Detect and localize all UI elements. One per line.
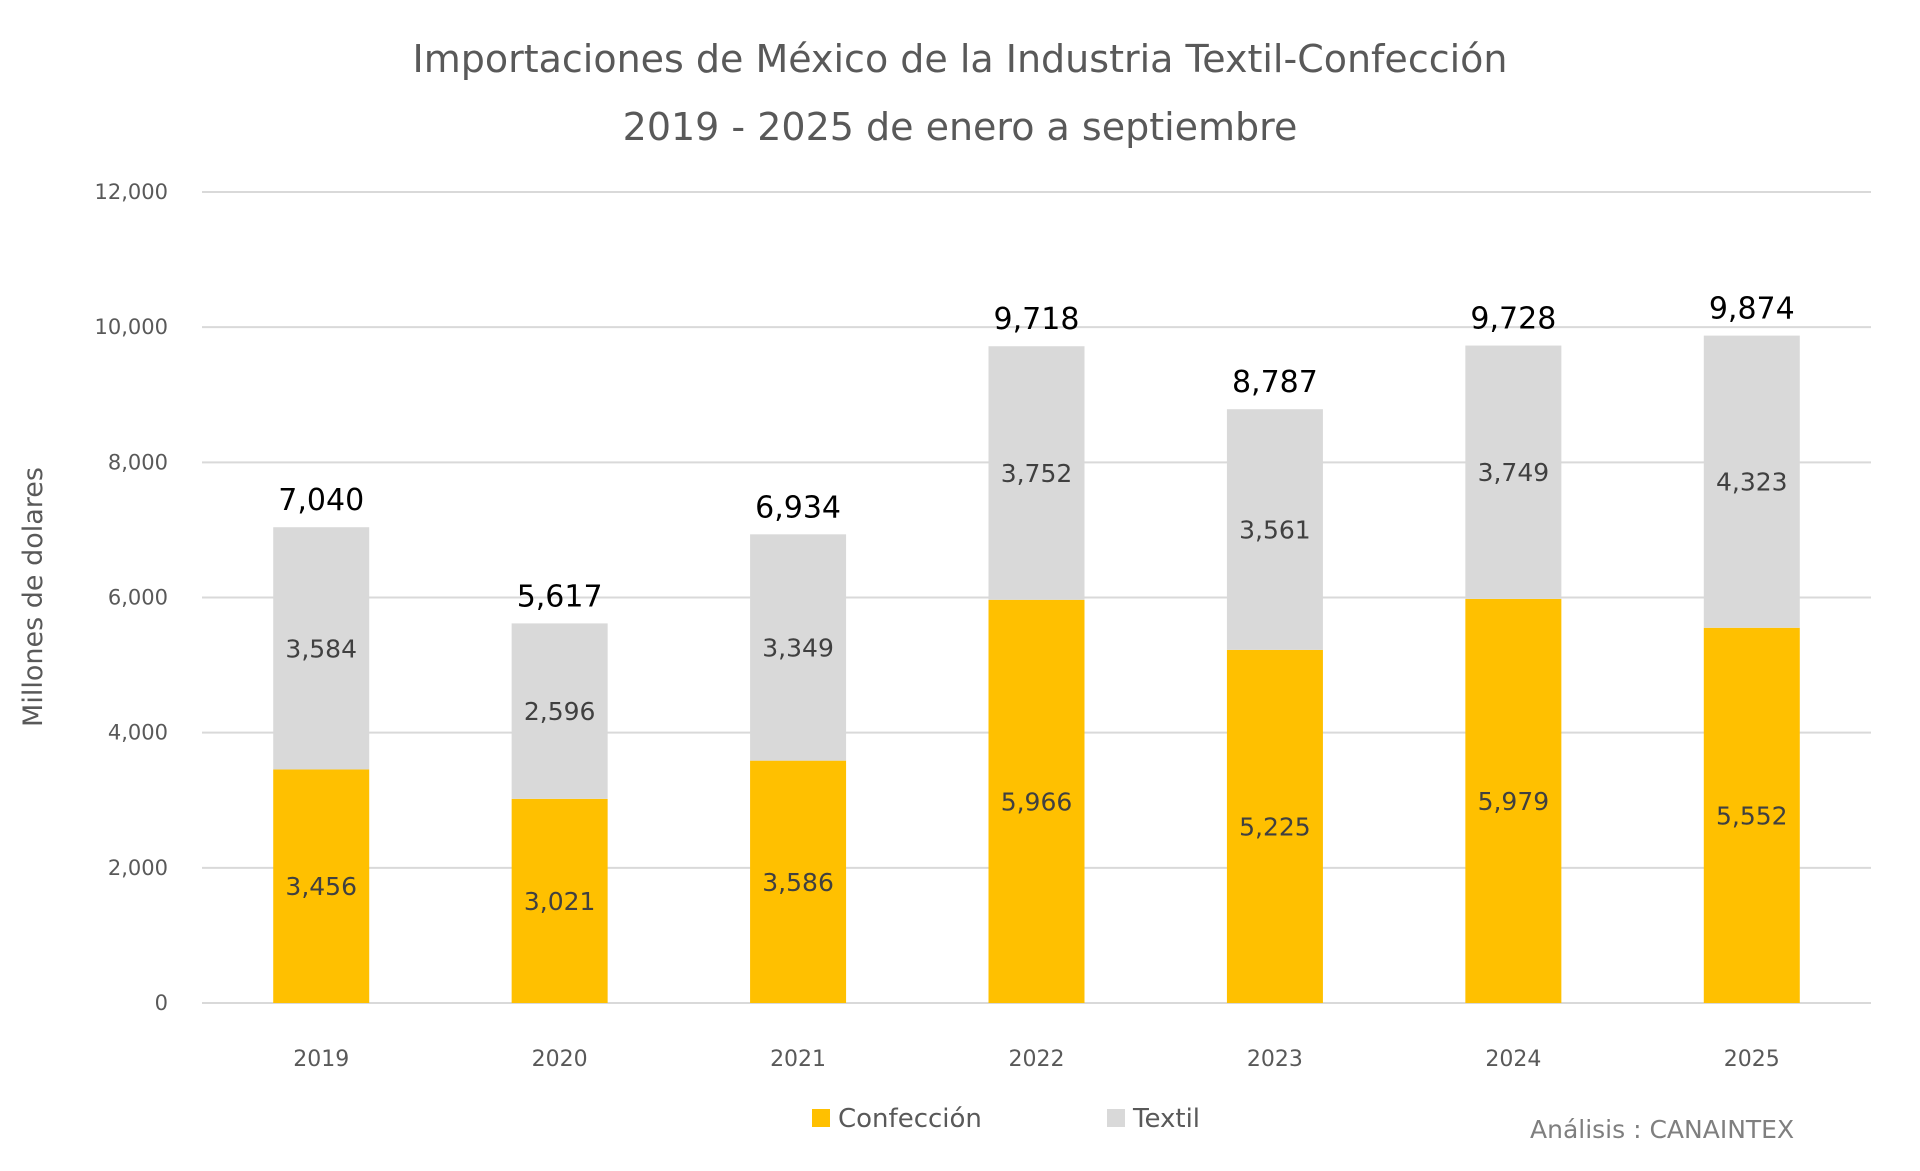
total-label: 9,718 (994, 302, 1080, 337)
total-label: 5,617 (517, 579, 603, 614)
data-label-textil: 4,323 (1716, 468, 1788, 497)
bar-segment-textil (1226, 409, 1323, 650)
data-label-textil: 3,349 (762, 633, 834, 662)
y-tick-label: 12,000 (95, 180, 168, 204)
total-label: 8,787 (1232, 365, 1318, 400)
data-label-confeccion: 5,966 (1001, 787, 1073, 816)
data-label-confeccion: 3,586 (762, 868, 834, 897)
source-note: Análisis : CANAINTEX (1530, 1115, 1794, 1144)
legend-label-confeccion: Confección (838, 1104, 982, 1134)
legend: Confección Textil (812, 1104, 1200, 1134)
data-label-confeccion: 5,225 (1239, 812, 1311, 841)
x-tick-label: 2021 (770, 1047, 826, 1072)
y-tick-label: 0 (155, 991, 168, 1015)
bar-segment-textil (750, 534, 847, 761)
bar-segment-textil (1465, 345, 1562, 599)
data-label-textil: 3,561 (1239, 516, 1311, 545)
x-tick-label: 2023 (1247, 1047, 1303, 1072)
bar-segment-confeccion (1465, 598, 1562, 1003)
bar-segment-confeccion (750, 760, 847, 1003)
legend-swatch-textil (1107, 1109, 1125, 1127)
bar-segment-confeccion (273, 769, 370, 1003)
x-tick-label: 2020 (532, 1047, 588, 1072)
x-axis-ticks: 2019 2020 2021 2022 2023 2024 2025 (293, 1047, 1780, 1072)
bar-segment-confeccion (988, 599, 1085, 1003)
data-label-textil: 3,749 (1478, 458, 1550, 487)
y-tick-label: 4,000 (108, 721, 168, 745)
data-labels: 3,456 3,584 7,040 3,021 2,596 5,617 3,586 3,349… (278, 292, 1794, 916)
chart-title: Importaciones de México de la Industria … (412, 37, 1507, 81)
y-tick-label: 6,000 (108, 586, 168, 610)
bars (273, 335, 1800, 1003)
data-label-textil: 3,752 (1001, 459, 1073, 488)
legend-swatch-confeccion (812, 1109, 830, 1127)
bar-segment-confeccion (1226, 649, 1323, 1003)
data-label-confeccion: 5,552 (1716, 801, 1788, 830)
data-label-confeccion: 3,021 (524, 887, 596, 916)
bar-segment-textil (511, 623, 608, 799)
x-tick-label: 2025 (1724, 1047, 1780, 1072)
bar-segment-textil (273, 527, 370, 770)
y-axis-ticks: 0 2,000 4,000 6,000 8,000 10,000 12,000 (95, 180, 168, 1015)
y-tick-label: 8,000 (108, 450, 168, 474)
y-tick-label: 2,000 (108, 856, 168, 880)
total-label: 6,934 (755, 490, 841, 525)
data-label-textil: 3,584 (285, 634, 357, 663)
y-axis-label: Millones de dolares (18, 467, 49, 727)
y-tick-label: 10,000 (95, 315, 168, 339)
data-label-textil: 2,596 (524, 697, 596, 726)
data-label-confeccion: 3,456 (285, 872, 357, 901)
bar-segment-confeccion (511, 798, 608, 1003)
bar-segment-textil (1703, 335, 1800, 628)
bar-segment-confeccion (1703, 627, 1800, 1003)
total-label: 9,728 (1470, 302, 1556, 337)
x-tick-label: 2022 (1009, 1047, 1065, 1072)
total-label: 7,040 (278, 483, 364, 518)
chart-subtitle: 2019 - 2025 de enero a septiembre (623, 105, 1298, 149)
bar-segment-textil (988, 346, 1085, 600)
legend-label-textil: Textil (1132, 1104, 1200, 1134)
x-tick-label: 2019 (293, 1047, 349, 1072)
data-label-confeccion: 5,979 (1478, 787, 1550, 816)
x-tick-label: 2024 (1485, 1047, 1541, 1072)
total-label: 9,874 (1709, 292, 1795, 327)
